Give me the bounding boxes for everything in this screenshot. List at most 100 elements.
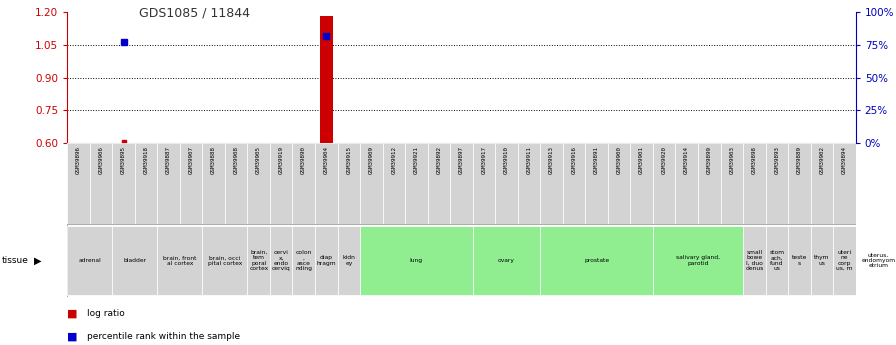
Bar <box>788 226 811 295</box>
Text: GSM39913: GSM39913 <box>549 146 554 174</box>
Text: lung: lung <box>409 258 423 263</box>
Bar <box>743 143 765 224</box>
Text: GSM39887: GSM39887 <box>166 146 171 174</box>
Text: cervi
x,
endo
cerviq: cervi x, endo cerviq <box>271 250 290 271</box>
Bar <box>607 143 631 224</box>
Text: GSM39901: GSM39901 <box>639 146 644 174</box>
Bar <box>158 226 202 295</box>
Bar <box>833 143 856 224</box>
Text: ■: ■ <box>67 309 78 319</box>
Bar <box>67 143 90 224</box>
Text: GSM39914: GSM39914 <box>685 146 689 174</box>
Text: bladder: bladder <box>124 258 146 263</box>
Text: ovary: ovary <box>498 258 515 263</box>
Bar <box>90 143 112 224</box>
Bar <box>247 226 270 295</box>
Bar <box>495 143 518 224</box>
Bar <box>698 143 720 224</box>
Text: GSM39892: GSM39892 <box>436 146 442 174</box>
Bar <box>720 143 743 224</box>
Bar <box>833 226 856 295</box>
Text: GSM39921: GSM39921 <box>414 146 419 174</box>
Text: brain, front
al cortex: brain, front al cortex <box>163 255 196 266</box>
Bar <box>360 143 383 224</box>
Bar <box>405 143 427 224</box>
Text: small
bowe
l, duo
denus: small bowe l, duo denus <box>745 250 763 271</box>
Text: prostate: prostate <box>584 258 609 263</box>
Bar <box>653 226 743 295</box>
Text: kidn
ey: kidn ey <box>342 255 355 266</box>
Bar <box>134 143 158 224</box>
Text: GSM39908: GSM39908 <box>234 146 238 174</box>
Bar <box>473 226 540 295</box>
Text: GSM39900: GSM39900 <box>616 146 622 174</box>
Bar <box>450 143 473 224</box>
Bar <box>158 143 180 224</box>
Text: teste
s: teste s <box>792 255 807 266</box>
Bar <box>315 143 338 224</box>
Bar <box>292 226 315 295</box>
Bar <box>856 226 896 295</box>
Bar <box>270 226 292 295</box>
Text: GSM39902: GSM39902 <box>819 146 824 174</box>
Text: GSM39919: GSM39919 <box>279 146 284 174</box>
Text: GSM39904: GSM39904 <box>323 146 329 174</box>
Text: GSM39920: GSM39920 <box>661 146 667 174</box>
Text: GSM39899: GSM39899 <box>707 146 711 174</box>
Bar <box>292 143 315 224</box>
Text: GSM39911: GSM39911 <box>527 146 531 174</box>
Text: ■: ■ <box>67 332 78 341</box>
Text: GSM39893: GSM39893 <box>774 146 780 174</box>
Bar <box>320 17 333 143</box>
Bar <box>383 143 405 224</box>
Bar <box>225 143 247 224</box>
Text: GSM39891: GSM39891 <box>594 146 599 174</box>
Text: stom
ach,
fund
us: stom ach, fund us <box>770 250 784 271</box>
Text: GSM39895: GSM39895 <box>121 146 126 174</box>
Bar <box>540 143 563 224</box>
Text: GDS1085 / 11844: GDS1085 / 11844 <box>139 7 250 20</box>
Text: adrenal: adrenal <box>78 258 101 263</box>
Bar <box>631 143 653 224</box>
Text: GSM39894: GSM39894 <box>842 146 847 174</box>
Text: GSM39896: GSM39896 <box>76 146 81 174</box>
Bar <box>315 226 338 295</box>
Bar <box>563 143 585 224</box>
Text: brain,
tem
poral
cortex: brain, tem poral cortex <box>249 250 268 271</box>
Text: GSM39912: GSM39912 <box>392 146 396 174</box>
Bar <box>585 143 607 224</box>
Bar <box>338 143 360 224</box>
Bar <box>67 226 112 295</box>
Bar <box>811 143 833 224</box>
Bar <box>811 226 833 295</box>
Text: colon
,
asce
nding: colon , asce nding <box>296 250 312 271</box>
Text: GSM39906: GSM39906 <box>99 146 104 174</box>
Text: diap
hragm: diap hragm <box>316 255 336 266</box>
Text: GSM39890: GSM39890 <box>301 146 306 174</box>
Text: GSM39916: GSM39916 <box>572 146 577 174</box>
Bar <box>338 226 360 295</box>
Bar <box>540 226 653 295</box>
Text: GSM39888: GSM39888 <box>211 146 216 174</box>
Bar <box>112 143 134 224</box>
Bar <box>247 143 270 224</box>
Text: log ratio: log ratio <box>87 309 125 318</box>
Bar <box>473 143 495 224</box>
Bar <box>202 226 247 295</box>
Text: GSM39917: GSM39917 <box>481 146 487 174</box>
Text: GSM39910: GSM39910 <box>504 146 509 174</box>
Text: thym
us: thym us <box>814 255 830 266</box>
Text: percentile rank within the sample: percentile rank within the sample <box>87 332 240 341</box>
Bar <box>653 143 676 224</box>
Bar <box>202 143 225 224</box>
Bar <box>518 143 540 224</box>
Bar <box>765 226 788 295</box>
Text: uterus,
endomyom
etrium: uterus, endomyom etrium <box>861 253 895 268</box>
Text: GSM39909: GSM39909 <box>369 146 374 174</box>
Bar <box>676 143 698 224</box>
Text: ▶: ▶ <box>34 256 41 265</box>
Text: brain, occi
pital cortex: brain, occi pital cortex <box>208 255 242 266</box>
Bar <box>360 226 473 295</box>
Text: GSM39897: GSM39897 <box>459 146 464 174</box>
Text: uteri
ne
corp
us, m: uteri ne corp us, m <box>836 250 853 271</box>
